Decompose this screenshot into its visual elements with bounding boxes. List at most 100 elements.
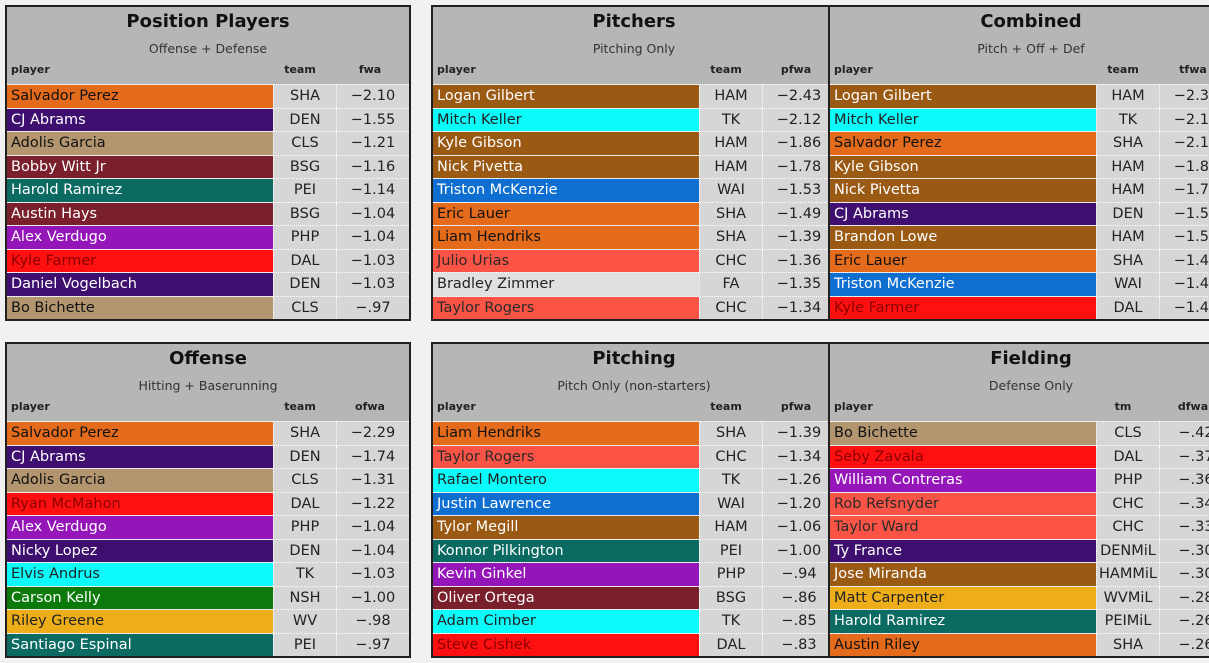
table-row: Triston McKenzie WAI −1.53 bbox=[433, 178, 835, 202]
table-row: Rafael Montero TK −1.26 bbox=[433, 468, 835, 492]
table-row: Liam Hendriks SHA −1.39 bbox=[433, 225, 835, 249]
stat-cell: −1.04 bbox=[336, 202, 409, 225]
table-row: Logan Gilbert HAM −2.43 bbox=[433, 84, 835, 108]
col-team: team bbox=[710, 400, 742, 413]
player-name-cell: Ty France bbox=[830, 539, 1096, 562]
table-row: Konnor Pilkington PEI −1.00 bbox=[433, 538, 835, 562]
team-cell: WAI bbox=[699, 179, 762, 202]
stat-cell: −.30 bbox=[1159, 539, 1209, 562]
team-cell: PEI bbox=[273, 633, 336, 656]
player-name-cell: Julio Urias bbox=[433, 249, 699, 272]
column-headers: player team pfwa bbox=[433, 400, 835, 417]
stat-cell: −.86 bbox=[762, 586, 835, 609]
table-row: Taylor Rogers CHC −1.34 bbox=[433, 444, 835, 468]
stat-cell: −.28 bbox=[1159, 586, 1209, 609]
team-cell: HAM bbox=[1096, 226, 1159, 249]
team-cell: HAM bbox=[699, 132, 762, 155]
player-name-cell: Alex Verdugo bbox=[7, 516, 273, 539]
panel-header: Fielding Defense Only player tm dfwa bbox=[830, 344, 1209, 421]
panel-title: Combined bbox=[980, 11, 1082, 32]
table-row: Harold Ramirez PEIMiL −.26 bbox=[830, 609, 1209, 633]
player-name-cell: Kyle Gibson bbox=[433, 132, 699, 155]
column-headers: player tm dfwa bbox=[830, 400, 1209, 417]
stat-cell: −1.22 bbox=[336, 492, 409, 515]
stat-cell: −1.31 bbox=[336, 469, 409, 492]
stat-cell: −1.86 bbox=[762, 132, 835, 155]
panel-header: Position Players Offense + Defense playe… bbox=[7, 7, 409, 84]
player-name-cell: Nick Pivetta bbox=[433, 155, 699, 178]
table-rows: Salvador Perez SHA −2.10 CJ Abrams DEN −1.55 A… bbox=[7, 84, 409, 319]
team-cell: PHP bbox=[273, 516, 336, 539]
stat-cell: −.42 bbox=[1159, 422, 1209, 445]
table-row: Riley Greene WV −.98 bbox=[7, 609, 409, 633]
player-name-cell: Tylor Megill bbox=[433, 516, 699, 539]
player-name-cell: Bradley Zimmer bbox=[433, 273, 699, 296]
stat-cell: −.97 bbox=[336, 633, 409, 656]
team-cell: DAL bbox=[273, 249, 336, 272]
team-cell: HAM bbox=[1096, 155, 1159, 178]
stat-cell: −1.20 bbox=[762, 492, 835, 515]
team-cell: DAL bbox=[1096, 445, 1159, 468]
stat-cell: −.94 bbox=[762, 563, 835, 586]
stat-cell: −1.04 bbox=[336, 516, 409, 539]
player-name-cell: Taylor Rogers bbox=[433, 445, 699, 468]
table-row: Taylor Ward CHC −.33 bbox=[830, 515, 1209, 539]
stat-cell: −1.26 bbox=[762, 469, 835, 492]
player-name-cell: Salvador Perez bbox=[7, 85, 273, 108]
team-cell: WV bbox=[273, 610, 336, 633]
stat-cell: −1.34 bbox=[762, 296, 835, 319]
player-name-cell: Kevin Ginkel bbox=[433, 563, 699, 586]
player-name-cell: Salvador Perez bbox=[830, 132, 1096, 155]
table-row: Ryan McMahon DAL −1.22 bbox=[7, 491, 409, 515]
team-cell: HAM bbox=[699, 516, 762, 539]
panel-subtitle: Pitch Only (non-starters) bbox=[557, 378, 711, 393]
stat-cell: −1.04 bbox=[336, 226, 409, 249]
player-name-cell: Daniel Vogelbach bbox=[7, 273, 273, 296]
table-row: Bo Bichette CLS −.42 bbox=[830, 421, 1209, 445]
team-cell: CHC bbox=[1096, 492, 1159, 515]
table-row: Elvis Andrus TK −1.03 bbox=[7, 562, 409, 586]
table-row: Steve Cishek DAL −.83 bbox=[433, 632, 835, 656]
col-player: player bbox=[834, 400, 873, 413]
stat-cell: −1.53 bbox=[1159, 226, 1209, 249]
col-team: team bbox=[1107, 63, 1139, 76]
stat-cell: −1.00 bbox=[336, 586, 409, 609]
table-row: Ty France DENMiL −.30 bbox=[830, 538, 1209, 562]
stat-cell: −1.49 bbox=[762, 202, 835, 225]
player-name-cell: Nick Pivetta bbox=[830, 179, 1096, 202]
team-cell: CLS bbox=[273, 132, 336, 155]
col-stat: pfwa bbox=[780, 63, 812, 76]
table-row: Jose Miranda HAMMiL −.30 bbox=[830, 562, 1209, 586]
stat-cell: −1.21 bbox=[336, 132, 409, 155]
player-name-cell: Riley Greene bbox=[7, 610, 273, 633]
table-row: Oliver Ortega BSG −.86 bbox=[433, 585, 835, 609]
panel-fielding: Fielding Defense Only player tm dfwa Bo … bbox=[828, 342, 1209, 658]
team-cell: HAMMiL bbox=[1096, 563, 1159, 586]
stat-cell: −1.39 bbox=[762, 226, 835, 249]
table-row: Austin Hays BSG −1.04 bbox=[7, 201, 409, 225]
stat-cell: −1.14 bbox=[336, 179, 409, 202]
col-player: player bbox=[437, 63, 476, 76]
team-cell: HAM bbox=[699, 155, 762, 178]
team-cell: DAL bbox=[1096, 296, 1159, 319]
player-name-cell: Salvador Perez bbox=[7, 422, 273, 445]
stat-cell: −1.35 bbox=[762, 273, 835, 296]
table-row: William Contreras PHP −.36 bbox=[830, 468, 1209, 492]
panel-position-players: Position Players Offense + Defense playe… bbox=[5, 5, 411, 321]
stat-cell: −2.12 bbox=[762, 108, 835, 131]
col-stat: dfwa bbox=[1177, 400, 1209, 413]
stat-cell: −.33 bbox=[1159, 516, 1209, 539]
player-name-cell: Ryan McMahon bbox=[7, 492, 273, 515]
team-cell: DEN bbox=[1096, 202, 1159, 225]
stat-cell: −2.10 bbox=[336, 85, 409, 108]
team-cell: PHP bbox=[1096, 469, 1159, 492]
panel-offense: Offense Hitting + Baserunning player tea… bbox=[5, 342, 411, 658]
team-cell: DEN bbox=[273, 108, 336, 131]
player-name-cell: Konnor Pilkington bbox=[433, 539, 699, 562]
player-name-cell: Taylor Rogers bbox=[433, 296, 699, 319]
player-name-cell: Liam Hendriks bbox=[433, 226, 699, 249]
